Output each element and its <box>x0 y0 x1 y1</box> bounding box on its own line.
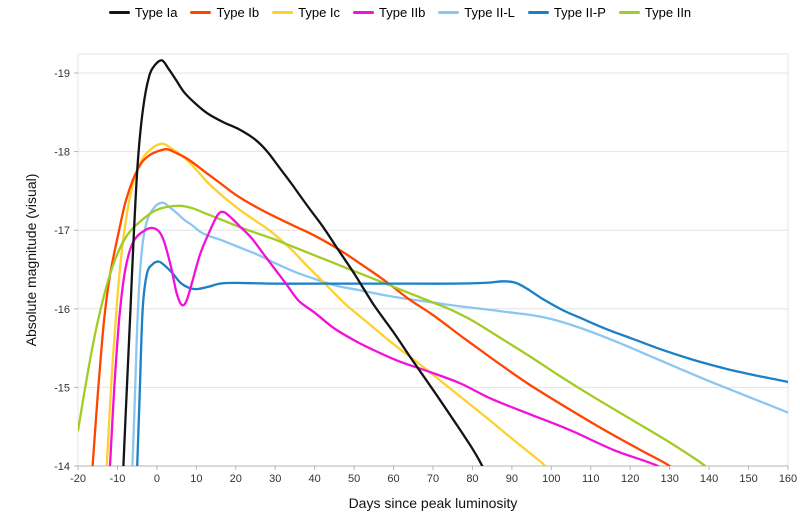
y-axis-title: Absolute magnitude (visual) <box>23 173 39 347</box>
legend-item-type-ib: Type Ib <box>190 5 259 20</box>
x-tick-label: 80 <box>466 473 478 485</box>
curve-type-ib <box>91 148 672 466</box>
x-tick-label: 30 <box>269 473 281 485</box>
x-tick-label: 0 <box>154 473 160 485</box>
legend-label: Type Ib <box>216 5 260 20</box>
x-tick-label: 50 <box>348 473 360 485</box>
legend-swatch-type-ii-p <box>527 11 549 14</box>
x-tick-label: 110 <box>582 473 600 485</box>
legend-swatch-type-ib <box>190 11 212 14</box>
x-axis-title: Days since peak luminosity <box>348 495 518 511</box>
chart-legend: Type Ia Type Ib Type Ic Type IIb Type II-L Ty… <box>0 5 800 20</box>
y-tick-label: -16 <box>54 304 70 316</box>
x-tick-label: 10 <box>190 473 202 485</box>
legend-label: Type IIn <box>644 5 692 20</box>
x-tick-label: 60 <box>387 473 399 485</box>
legend-item-type-ic: Type Ic <box>272 5 340 20</box>
legend-item-type-ii-p: Type II-P <box>527 5 606 20</box>
curve-type-ii-l <box>131 201 788 466</box>
y-tick-label: -19 <box>54 68 70 80</box>
legend-swatch-type-iin <box>618 11 640 14</box>
y-tick-label: -14 <box>54 461 70 473</box>
legend-label: Type II-L <box>464 5 515 20</box>
legend-swatch-type-ii-l <box>438 11 460 14</box>
x-tick-label: -20 <box>70 473 86 485</box>
x-tick-label: 140 <box>700 473 718 485</box>
legend-label: Type Ia <box>134 5 178 20</box>
x-tick-label: 90 <box>506 473 518 485</box>
legend-swatch-type-ic <box>272 11 294 14</box>
legend-item-type-iib: Type IIb <box>353 5 425 20</box>
legend-item-type-iin: Type IIn <box>618 5 692 20</box>
legend-swatch-type-ia <box>108 11 130 14</box>
x-tick-label: 100 <box>542 473 560 485</box>
legend-item-type-ia: Type Ia <box>108 5 178 20</box>
x-tick-label: 150 <box>739 473 757 485</box>
curve-type-ii-p <box>136 260 788 466</box>
x-tick-label: -10 <box>109 473 125 485</box>
plot-border <box>77 53 789 467</box>
curve-type-iin <box>78 204 707 466</box>
x-tick-label: 120 <box>621 473 639 485</box>
y-tick-label: -17 <box>54 225 70 237</box>
curve-type-ia <box>122 59 484 466</box>
curve-type-iib <box>108 210 661 466</box>
legend-label: Type IIb <box>379 5 426 20</box>
legend-label: Type Ic <box>298 5 341 20</box>
x-tick-label: 70 <box>427 473 439 485</box>
x-tick-label: 160 <box>779 473 797 485</box>
y-tick-label: -15 <box>54 382 70 394</box>
x-tick-label: 40 <box>309 473 321 485</box>
x-tick-label: 130 <box>660 473 678 485</box>
legend-item-type-ii-l: Type II-L <box>438 5 515 20</box>
legend-label: Type II-P <box>553 5 606 20</box>
legend-swatch-type-iib <box>353 11 375 14</box>
x-tick-label: 20 <box>230 473 242 485</box>
y-tick-label: -18 <box>54 147 70 159</box>
